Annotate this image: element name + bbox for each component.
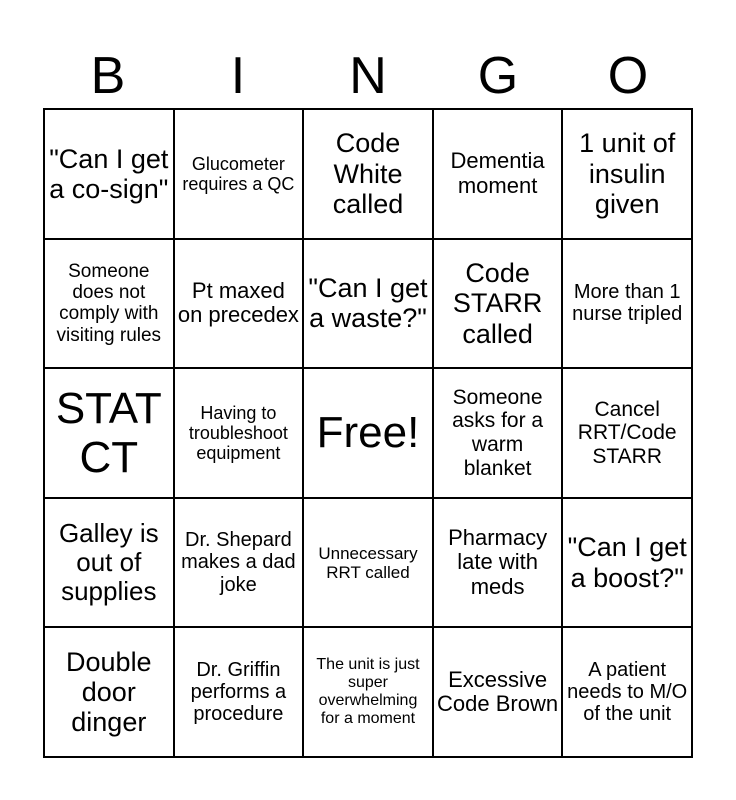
bingo-cell[interactable]: "Can I get a co-sign" [44, 109, 174, 239]
bingo-cell[interactable]: "Can I get a waste?" [303, 238, 433, 369]
header-letter-n: N [349, 47, 387, 105]
bingo-cell[interactable]: Someone asks for a warm blanket [432, 368, 563, 498]
bingo-cell[interactable]: Excessive Code Brown [432, 627, 563, 757]
bingo-cell[interactable]: Dementia moment [432, 109, 563, 239]
bingo-cell[interactable]: "Can I get a boost?" [562, 497, 692, 628]
bingo-cell[interactable]: Code STARR called [432, 238, 563, 369]
bingo-cell[interactable]: A patient needs to M/O of the unit [562, 627, 692, 757]
bingo-cell[interactable]: Galley is out of supplies [44, 497, 174, 628]
bingo-cell[interactable]: Code White called [303, 109, 433, 239]
bingo-cell[interactable]: Having to troubleshoot equipment [173, 368, 304, 498]
bingo-cell[interactable]: 1 unit of insulin given [562, 109, 692, 239]
bingo-cell[interactable]: Glucometer requires a QC [173, 109, 304, 239]
bingo-cell[interactable]: Dr. Shepard makes a dad joke [173, 497, 304, 628]
bingo-cell[interactable]: Dr. Griffin performs a procedure [173, 627, 304, 757]
free-space-cell[interactable]: Free! [303, 368, 433, 498]
bingo-cell[interactable]: Someone does not comply with visiting ru… [44, 238, 174, 369]
header-letter-i: I [230, 47, 246, 105]
bingo-cell[interactable]: More than 1 nurse tripled [562, 238, 692, 369]
bingo-cell[interactable]: Pharmacy late with meds [432, 497, 563, 628]
bingo-cell[interactable]: Pt maxed on precedex [173, 238, 304, 369]
header-letter-b: B [90, 47, 126, 105]
bingo-cell[interactable]: Double door dinger [44, 627, 174, 757]
bingo-grid: "Can I get a co-sign" Glucometer requires… [43, 108, 693, 758]
bingo-cell[interactable]: STAT CT [44, 368, 174, 498]
bingo-header: B I N G O [43, 44, 693, 108]
bingo-cell[interactable]: The unit is just super overwhelming for … [303, 627, 433, 757]
header-letter-g: G [477, 47, 519, 105]
bingo-cell[interactable]: Cancel RRT/Code STARR [562, 368, 692, 498]
header-letter-o: O [607, 47, 649, 105]
bingo-cell[interactable]: Unnecessary RRT called [303, 497, 433, 628]
